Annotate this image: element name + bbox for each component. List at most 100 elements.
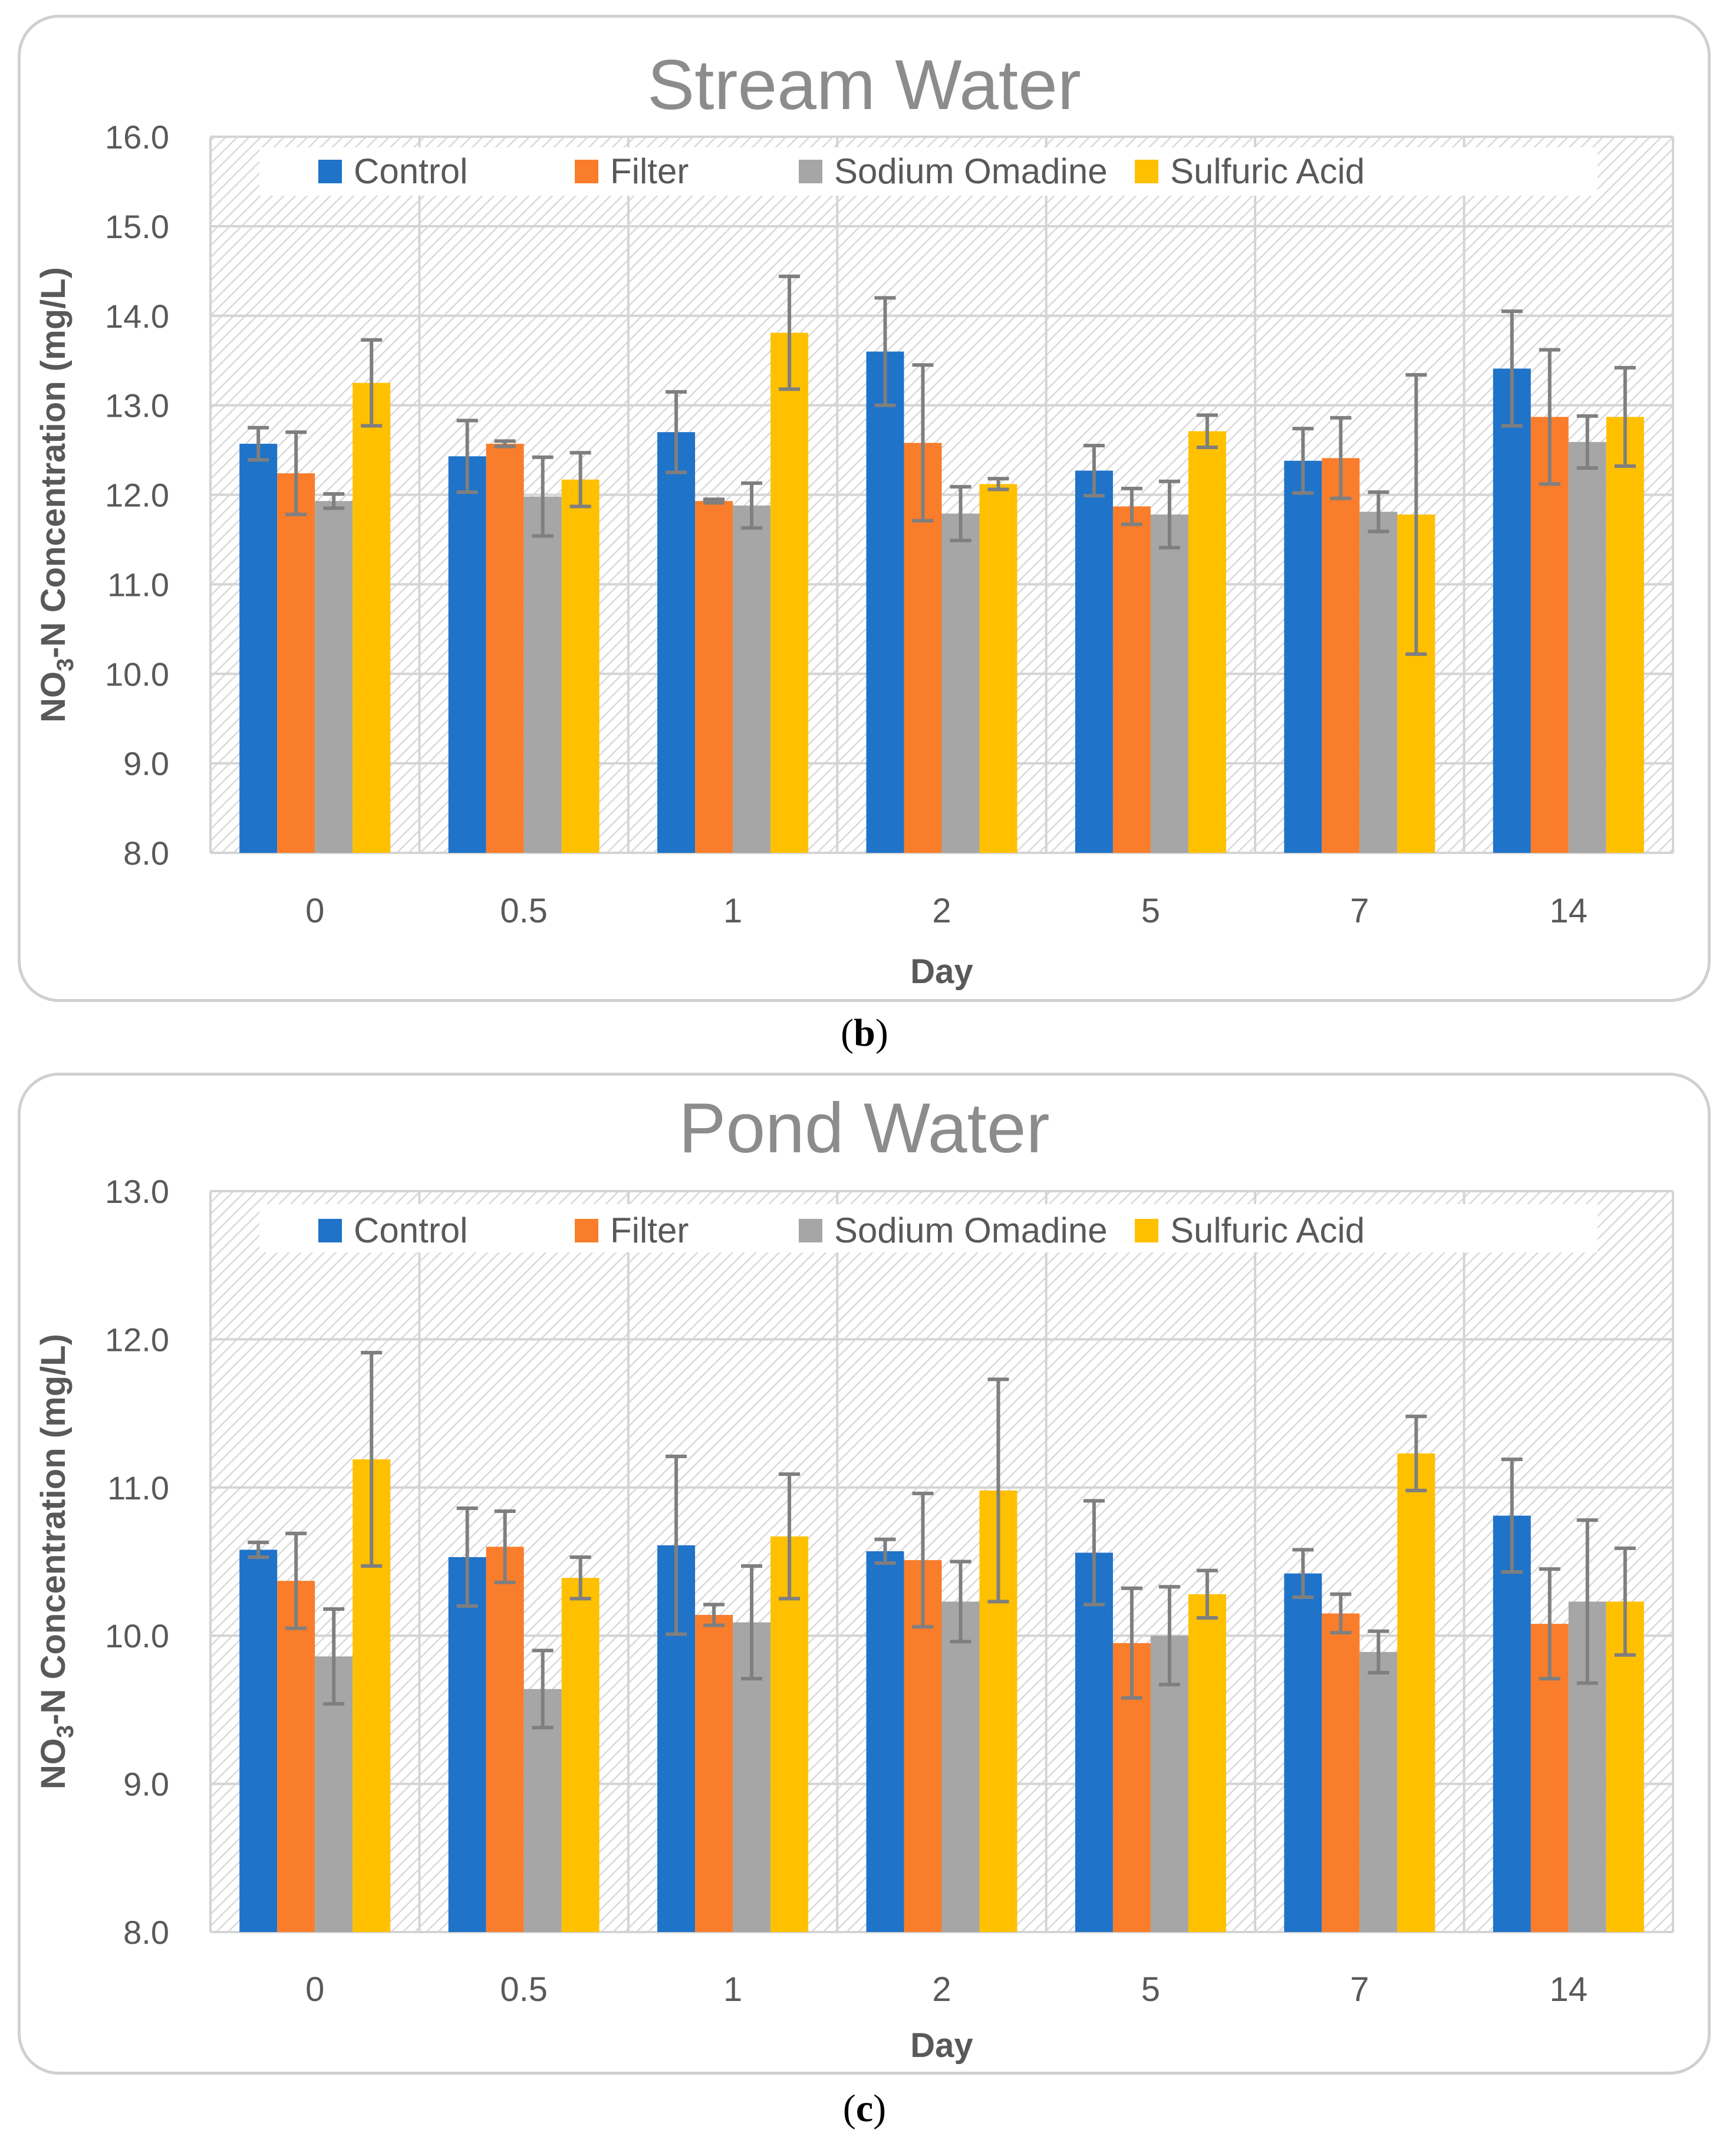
error-bar-control-day-7 xyxy=(1292,427,1314,495)
y-axis-label: NO3-N Concentration (mg/L) xyxy=(34,1334,78,1789)
error-bar-sulfuric-acid-day-14 xyxy=(1614,365,1636,468)
y-tick-label: 15.0 xyxy=(105,208,169,245)
bar-control-day-7 xyxy=(1284,1573,1322,1932)
y-tick-label: 10.0 xyxy=(105,1617,169,1654)
error-bar-sodium-omadine-day-0-5 xyxy=(532,1649,554,1730)
legend-swatch xyxy=(1135,1219,1158,1242)
y-tick-label: 9.0 xyxy=(123,1766,169,1803)
bar-control-day-1 xyxy=(657,432,696,853)
bar-sulfuric-acid-day-5 xyxy=(1188,1594,1226,1932)
bar-sodium-omadine-day-2 xyxy=(941,513,980,853)
error-bar-sulfuric-acid-day-0 xyxy=(361,338,383,428)
error-bar-sulfuric-acid-day-1 xyxy=(779,1472,801,1601)
error-bar-sulfuric-acid-day-1 xyxy=(779,274,801,391)
legend-entry-sulfuric-acid: Sulfuric Acid xyxy=(1135,1211,1365,1250)
bar-sulfuric-acid-day-2 xyxy=(979,484,1017,853)
bar-filter-day-7 xyxy=(1322,1613,1360,1932)
legend-swatch xyxy=(575,160,598,183)
y-tick-label: 10.0 xyxy=(105,655,169,693)
error-bar-sulfuric-acid-day-2 xyxy=(987,1377,1009,1604)
error-bar-sulfuric-acid-day-7 xyxy=(1405,372,1427,656)
bar-filter-day-1 xyxy=(695,1615,733,1932)
bar-sodium-omadine-day-1 xyxy=(733,505,771,853)
chart-title: Pond Water xyxy=(679,1089,1049,1168)
bar-control-day-5 xyxy=(1075,470,1113,853)
bar-filter-day-0 xyxy=(277,473,315,853)
x-tick-label: 7 xyxy=(1350,892,1369,930)
x-tick-label: 2 xyxy=(932,1970,951,2009)
error-bar-control-day-0 xyxy=(248,1540,269,1559)
error-bar-control-day-1 xyxy=(666,1455,687,1636)
error-bar-filter-day-2 xyxy=(912,363,934,523)
error-bar-control-day-0 xyxy=(248,426,269,462)
bar-filter-day-0 xyxy=(277,1581,315,1932)
error-bar-sodium-omadine-day-0-5 xyxy=(532,455,554,538)
legend-label: Control xyxy=(354,1211,467,1250)
legend-entry-sulfuric-acid: Sulfuric Acid xyxy=(1135,151,1365,191)
bar-sulfuric-acid-day-1 xyxy=(770,332,809,853)
error-bar-filter-day-0 xyxy=(285,430,307,516)
bar-control-day-2 xyxy=(866,351,904,853)
bar-filter-day-0-5 xyxy=(486,443,524,853)
error-bar-control-day-0-5 xyxy=(456,418,478,494)
error-bar-sodium-omadine-day-7 xyxy=(1368,1629,1389,1675)
error-bar-filter-day-5 xyxy=(1121,1586,1142,1700)
legend-label: Sodium Omadine xyxy=(834,151,1108,191)
y-tick-label: 11.0 xyxy=(107,566,169,603)
x-tick-label: 5 xyxy=(1141,892,1160,930)
x-tick-label: 14 xyxy=(1550,1970,1588,2009)
error-bar-sodium-omadine-day-5 xyxy=(1158,479,1180,550)
bar-control-day-0 xyxy=(239,1550,278,1932)
bar-sodium-omadine-day-7 xyxy=(1359,512,1398,853)
bar-control-day-14 xyxy=(1493,368,1531,853)
legend-entry-filter: Filter xyxy=(575,1211,689,1250)
error-bar-filter-day-0 xyxy=(285,1531,307,1630)
legend-entry-control: Control xyxy=(318,1211,467,1250)
bar-filter-day-7 xyxy=(1322,458,1360,853)
error-bar-filter-day-7 xyxy=(1330,416,1352,500)
bar-sodium-omadine-day-7 xyxy=(1359,1651,1398,1932)
error-bar-sulfuric-acid-day-7 xyxy=(1405,1415,1427,1492)
legend-label: Control xyxy=(354,151,467,191)
legend-box xyxy=(259,1204,1598,1252)
error-bar-sodium-omadine-day-2 xyxy=(950,484,971,542)
error-bar-sulfuric-acid-day-5 xyxy=(1196,413,1218,450)
y-tick-label: 12.0 xyxy=(105,1321,169,1358)
error-bar-control-day-14 xyxy=(1501,1458,1523,1574)
legend-entry-filter: Filter xyxy=(575,151,689,191)
error-bar-sodium-omadine-day-0 xyxy=(323,492,345,510)
x-axis-label: Day xyxy=(910,2026,973,2065)
legend-label: Filter xyxy=(610,151,689,191)
error-bar-sodium-omadine-day-14 xyxy=(1576,1518,1598,1685)
bar-sulfuric-acid-day-0 xyxy=(353,383,391,853)
error-bar-control-day-7 xyxy=(1292,1548,1314,1599)
y-tick-label: 16.0 xyxy=(105,118,169,156)
x-tick-label: 14 xyxy=(1550,892,1588,930)
error-bar-filter-day-14 xyxy=(1539,348,1560,486)
bar-sulfuric-acid-day-0-5 xyxy=(561,479,600,853)
bar-sodium-omadine-day-5 xyxy=(1150,514,1188,853)
error-bar-filter-day-1 xyxy=(703,1603,725,1627)
x-tick-label: 0 xyxy=(305,892,324,930)
legend-swatch xyxy=(1135,160,1158,183)
legend-swatch xyxy=(799,1219,822,1242)
bar-sodium-omadine-day-0 xyxy=(315,501,353,853)
x-tick-label: 2 xyxy=(932,892,951,930)
error-bar-filter-day-0-5 xyxy=(494,1509,516,1584)
bar-sodium-omadine-day-0-5 xyxy=(523,1689,562,1932)
error-bar-filter-day-2 xyxy=(912,1491,934,1629)
bar-sulfuric-acid-day-5 xyxy=(1188,431,1226,853)
x-tick-label: 7 xyxy=(1350,1970,1369,2009)
error-bar-filter-day-5 xyxy=(1121,486,1142,526)
panel-label-c: (c) xyxy=(842,2087,887,2130)
bar-sodium-omadine-day-0-5 xyxy=(523,496,562,853)
error-bar-sodium-omadine-day-0 xyxy=(323,1607,345,1706)
y-axis-label: NO3-N Concentration (mg/L) xyxy=(34,267,78,723)
error-bar-sodium-omadine-day-1 xyxy=(741,481,763,530)
error-bar-sodium-omadine-day-5 xyxy=(1158,1585,1180,1687)
error-bar-filter-day-7 xyxy=(1330,1592,1352,1635)
x-axis-label: Day xyxy=(910,952,973,991)
bar-control-day-14 xyxy=(1493,1515,1531,1932)
error-bar-control-day-1 xyxy=(666,390,687,474)
error-bar-sulfuric-acid-day-0-5 xyxy=(569,1555,591,1601)
